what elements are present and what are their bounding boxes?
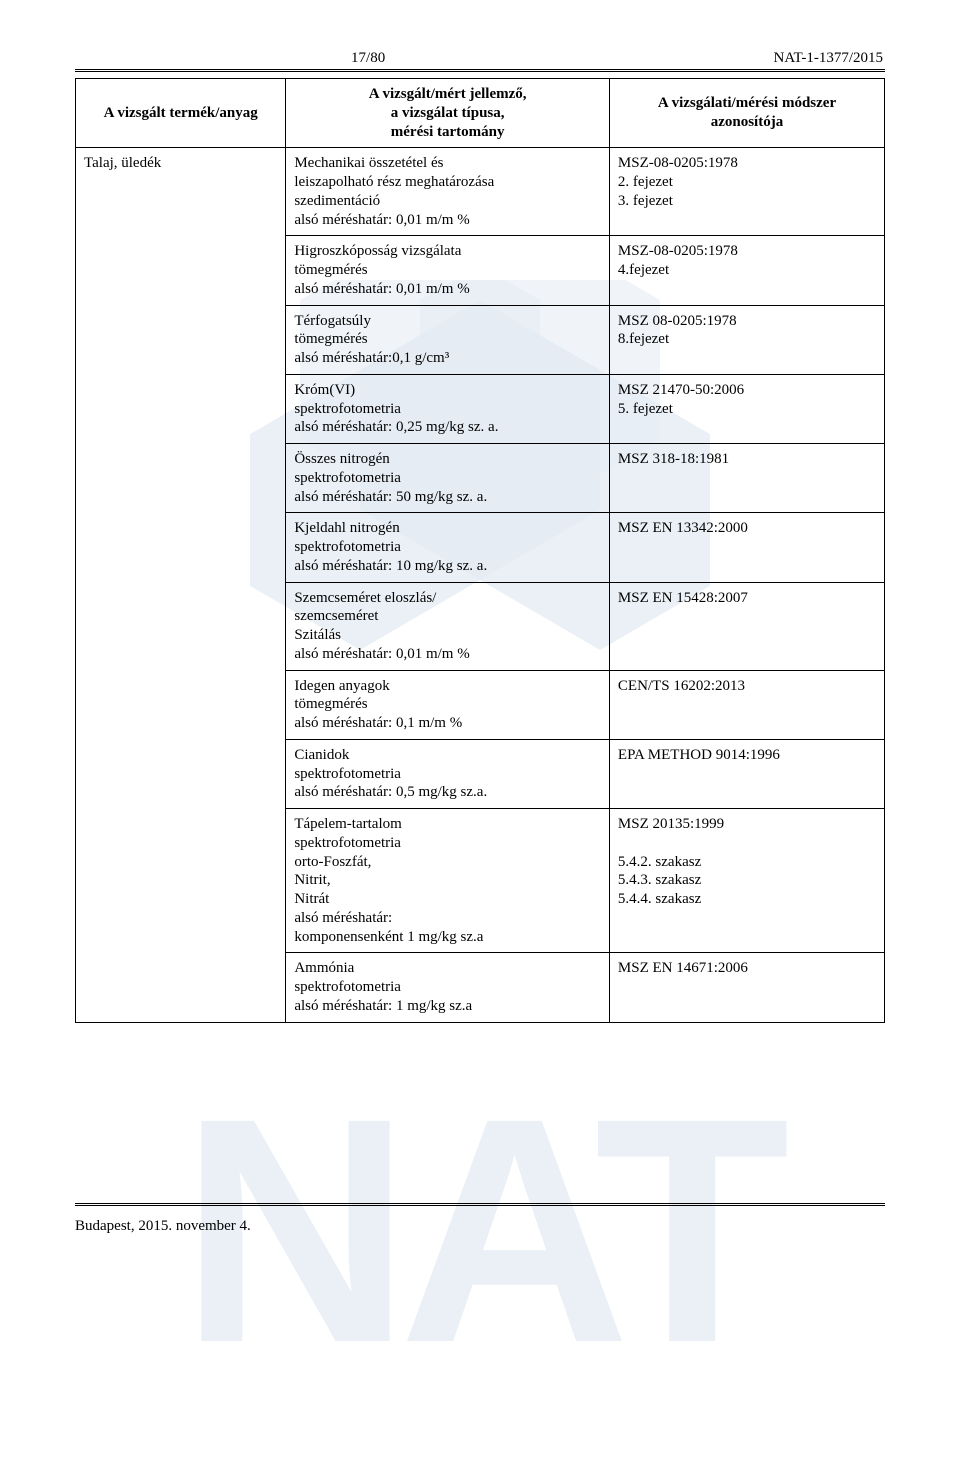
document-id: NAT-1-1377/2015	[774, 50, 883, 67]
method-cell: MSZ-08-0205:19782. fejezet3. fejezet	[609, 148, 884, 236]
method-cell: MSZ EN 15428:2007	[609, 582, 884, 670]
characteristic-cell: Ammóniaspektrofotometriaalsó méréshatár:…	[286, 953, 610, 1022]
method-cell: MSZ EN 13342:2000	[609, 513, 884, 582]
standards-table: A vizsgált termék/anyag A vizsgált/mért …	[75, 78, 885, 1023]
method-cell: MSZ 20135:19995.4.2. szakasz5.4.3. szaka…	[609, 809, 884, 953]
characteristic-cell: Higroszkóposság vizsgálatatömegmérésalsó…	[286, 236, 610, 305]
characteristic-cell: Kjeldahl nitrogénspektrofotometriaalsó m…	[286, 513, 610, 582]
characteristic-cell: Térfogatsúlytömegmérésalsó méréshatár:0,…	[286, 305, 610, 374]
characteristic-cell: Szemcseméret eloszlás/szemcseméretSzitál…	[286, 582, 610, 670]
characteristic-cell: Cianidokspektrofotometriaalsó méréshatár…	[286, 739, 610, 808]
characteristic-cell: Mechanikai összetétel ésleiszapolható ré…	[286, 148, 610, 236]
method-cell: MSZ 318-18:1981	[609, 444, 884, 513]
method-cell: MSZ EN 14671:2006	[609, 953, 884, 1022]
characteristic-cell: Idegen anyagoktömegmérésalsó méréshatár:…	[286, 670, 610, 739]
characteristic-cell: Tápelem-tartalomspektrofotometriaorto-Fo…	[286, 809, 610, 953]
col-header-method: A vizsgálati/mérési módszer azonosítója	[609, 79, 884, 148]
table-row: Talaj, üledékMechanikai összetétel éslei…	[76, 148, 885, 236]
col-header-characteristic: A vizsgált/mért jellemző, a vizsgálat tí…	[286, 79, 610, 148]
footer-text: Budapest, 2015. november 4.	[75, 1218, 251, 1234]
method-cell: MSZ-08-0205:1978 4.fejezet	[609, 236, 884, 305]
characteristic-cell: Króm(VI)spektrofotometriaalsó méréshatár…	[286, 374, 610, 443]
method-cell: EPA METHOD 9014:1996	[609, 739, 884, 808]
row-label-cell: Talaj, üledék	[76, 148, 286, 1022]
method-cell: MSZ 08-0205:19788.fejezet	[609, 305, 884, 374]
col-header-product: A vizsgált termék/anyag	[76, 79, 286, 148]
header-line: 17/80 NAT-1-1377/2015	[75, 50, 885, 72]
page-number: 17/80	[351, 50, 385, 67]
method-cell: CEN/TS 16202:2013	[609, 670, 884, 739]
footer-line: Budapest, 2015. november 4.	[75, 1203, 885, 1235]
characteristic-cell: Összes nitrogénspektrofotometriaalsó mér…	[286, 444, 610, 513]
method-cell: MSZ 21470-50:20065. fejezet	[609, 374, 884, 443]
